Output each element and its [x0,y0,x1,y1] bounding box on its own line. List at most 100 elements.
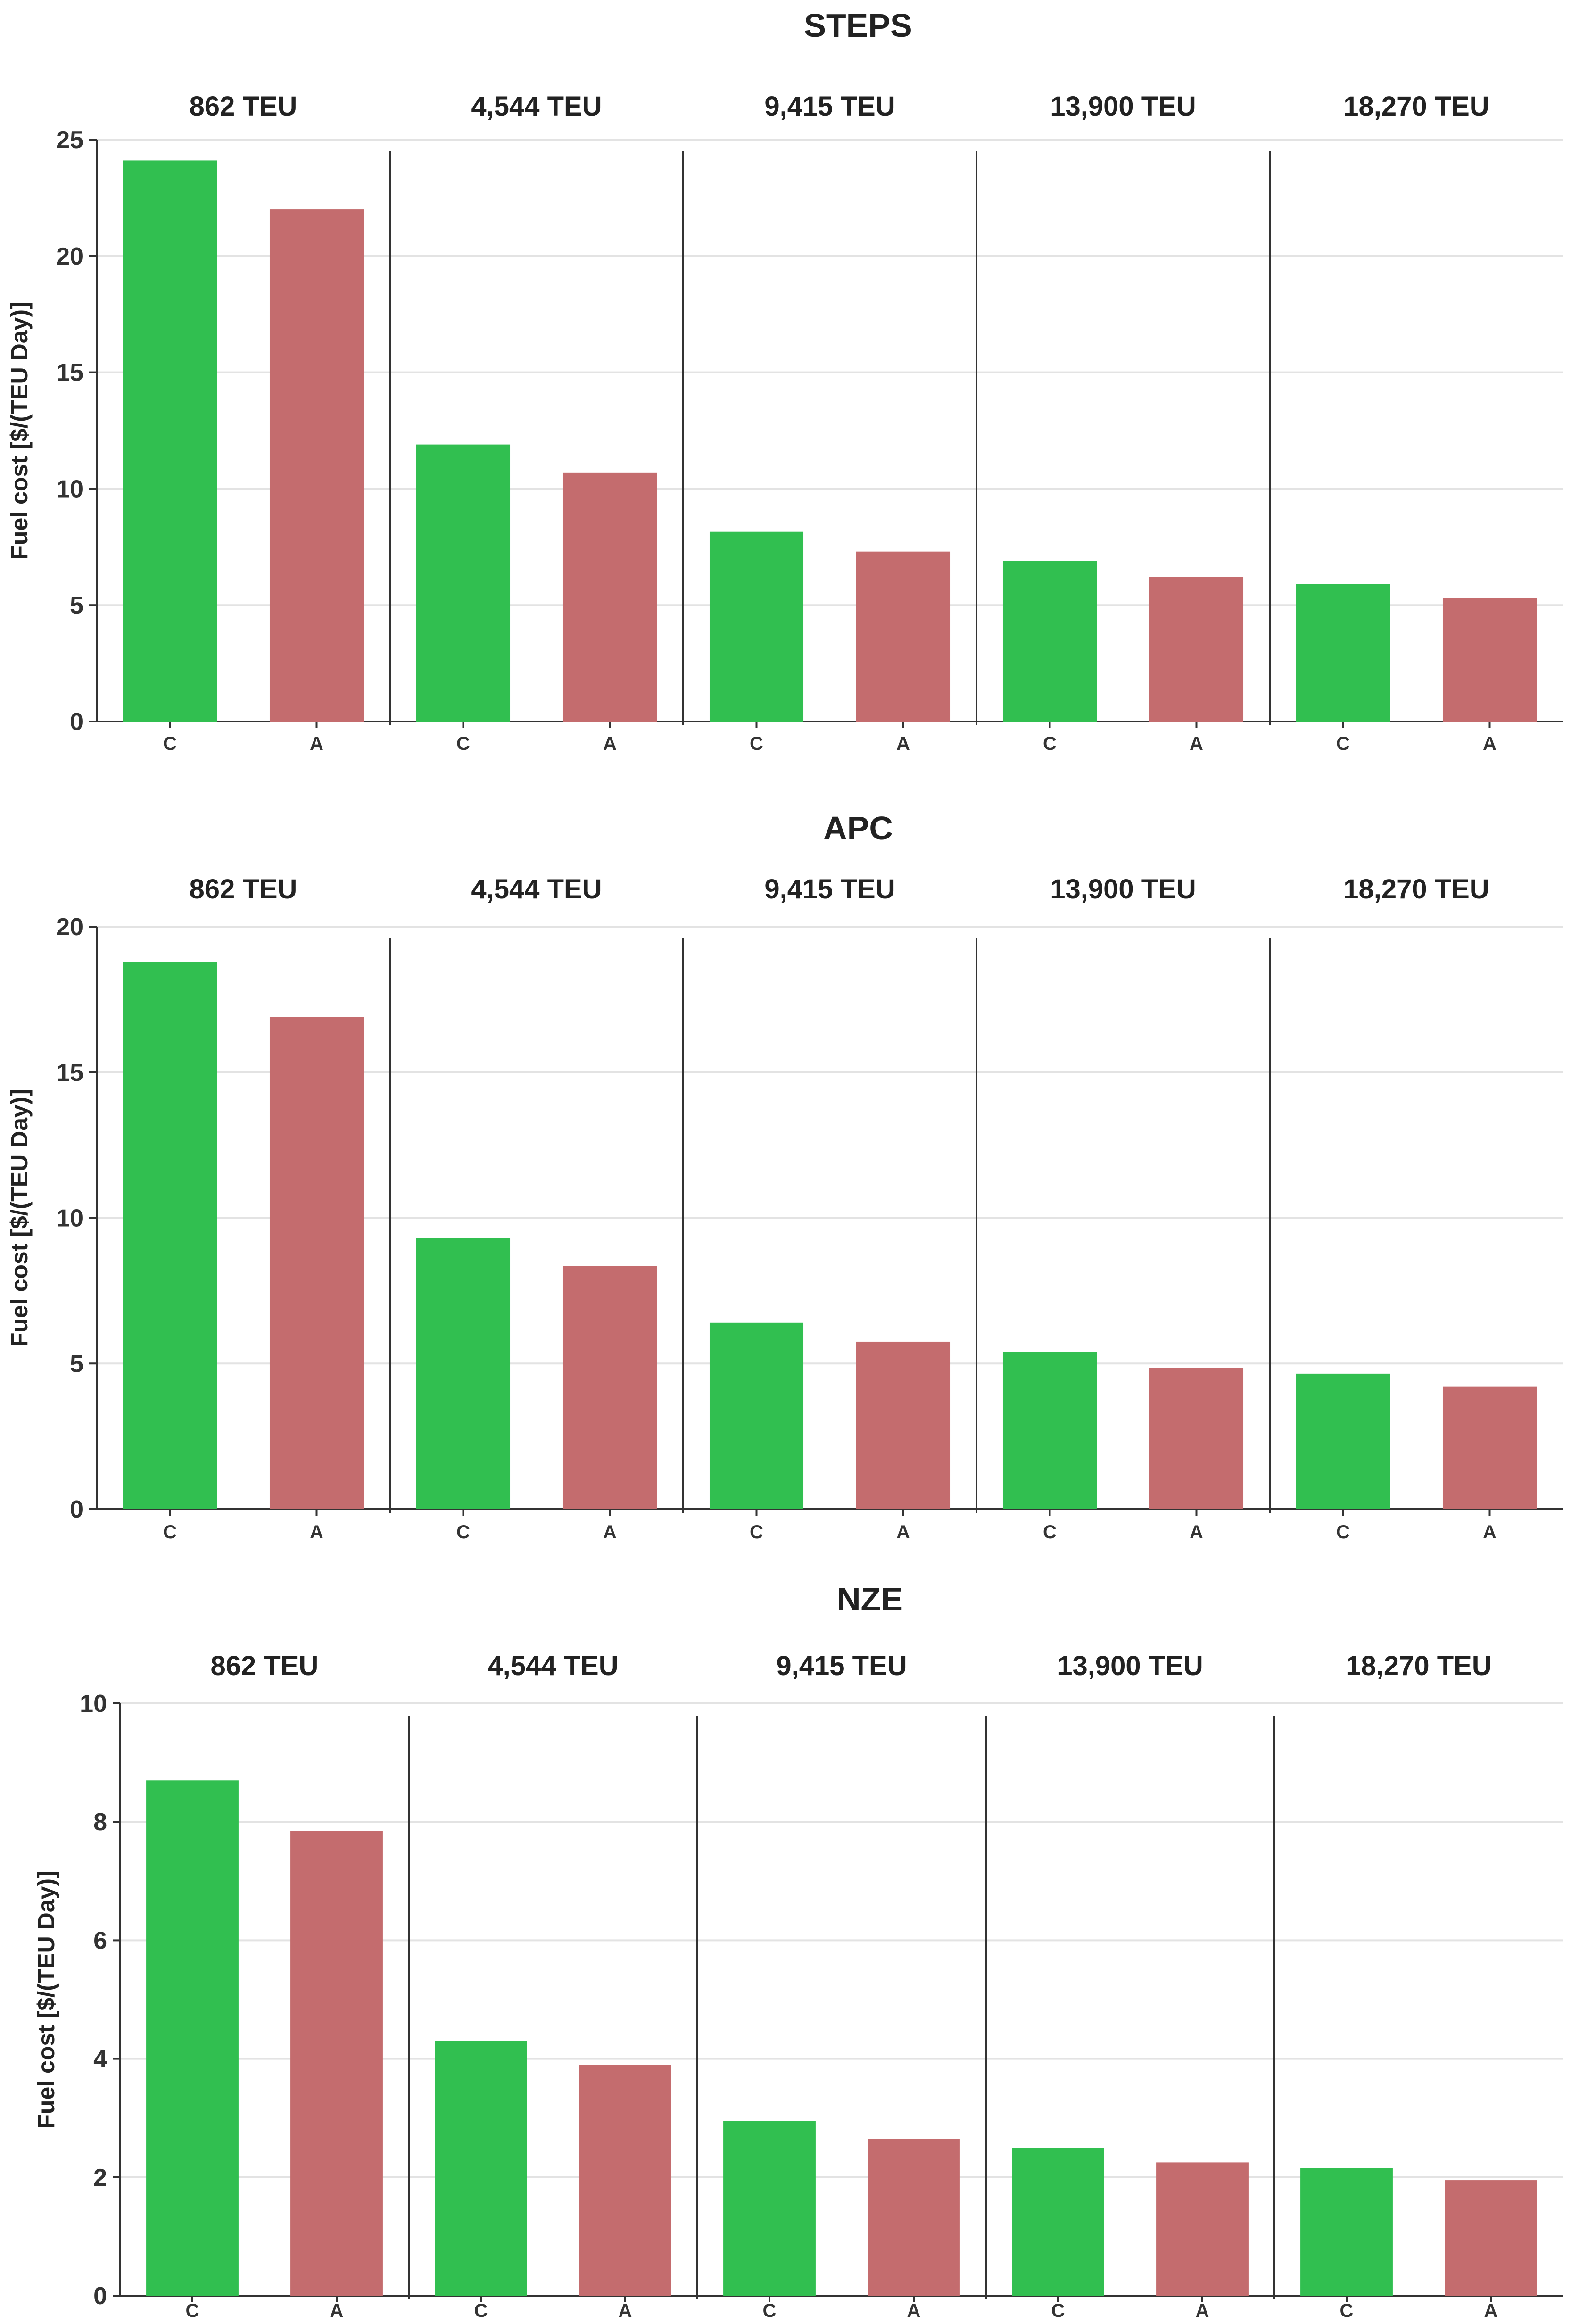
y-axis-label: Fuel cost [$/(TEU Day)] [33,1870,59,2128]
group-18270-teu: 18,270 TEU C A [1269,874,1537,1543]
bar-a [1149,1368,1244,1509]
group-9415-teu: 9,415 TEU C A [682,91,951,754]
group-13900-teu: 13,900 TEU C A [976,91,1244,754]
group-label: 862 TEU [190,91,298,122]
y-axis-label: Fuel cost [$/(TEU Day)] [6,301,33,559]
x-tick-label: A [896,1522,910,1543]
group-9415-teu: 9,415 TEU C A [696,1651,960,2321]
bar-c [1296,584,1390,722]
y-tick-label: 8 [93,1809,107,1836]
group-label: 9,415 TEU [764,91,895,122]
bar-a [1442,1386,1537,1509]
group-label: 18,270 TEU [1343,91,1489,122]
x-tick-label: A [330,2300,344,2321]
x-tick-label: A [603,1522,617,1543]
bar-c [1296,1373,1390,1509]
y-tick-label: 20 [56,913,83,941]
bar-a [1442,598,1537,722]
group-label: 13,900 TEU [1050,874,1196,905]
x-tick-label: C [456,733,470,754]
bar-c [709,1322,804,1509]
x-tick-label: C [1051,2300,1065,2321]
bar-a [562,1266,657,1509]
group-9415-teu: 9,415 TEU C A [682,874,951,1543]
bar-c [123,962,217,1509]
y-tick-label: 25 [56,126,83,154]
group-18270-teu: 18,270 TEU C A [1269,91,1537,754]
x-tick-label: A [310,1522,323,1543]
bar-a [579,2065,671,2296]
bar-c [416,1238,511,1509]
bar-a [1445,2180,1537,2296]
group-label: 18,270 TEU [1346,1651,1492,1681]
x-tick-label: A [907,2300,921,2321]
bar-a [269,1017,364,1509]
x-tick-label: A [1190,733,1203,754]
bar-a [290,1831,383,2296]
group-label: 862 TEU [190,874,298,905]
group-4544-teu: 4,544 TEU C A [408,1651,671,2321]
y-tick-label: 6 [93,1927,107,1954]
group-label: 4,544 TEU [471,874,602,905]
x-tick-label: C [1336,1522,1350,1543]
bar-c [1012,2148,1104,2296]
group-18270-teu: 18,270 TEU C A [1273,1651,1537,2321]
x-tick-label: A [619,2300,632,2321]
group-862-teu: 862 TEU C A [123,874,364,1543]
group-label: 13,900 TEU [1057,1651,1203,1681]
x-tick-label: C [1340,2300,1354,2321]
bar-c [723,2121,816,2296]
y-tick-label: 2 [93,2164,107,2191]
group-4544-teu: 4,544 TEU C A [389,874,657,1543]
x-tick-label: C [763,2300,777,2321]
y-tick-label: 15 [56,1059,83,1087]
y-tick-label: 10 [80,1690,107,1718]
bar-a [856,1341,951,1509]
bar-a [868,2139,960,2296]
x-tick-label: A [896,733,910,754]
x-tick-label: C [750,733,763,754]
x-tick-label: C [474,2300,488,2321]
bar-a [856,551,951,722]
x-tick-label: A [1190,1522,1203,1543]
group-13900-teu: 13,900 TEU C A [985,1651,1249,2321]
bar-c [416,444,511,722]
chart-panel-apc: APC 0 5 10 15 20 Fuel cost [$/(TEU Day)] 862 TE… [6,810,1563,1543]
chart-title: APC [823,810,893,847]
y-tick-label: 5 [70,592,83,619]
y-tick-label: 5 [70,1350,83,1378]
bar-a [269,209,364,722]
y-tick-label: 0 [93,2282,107,2310]
chart-panel-nze: NZE 0 2 4 6 8 10 Fuel cost [$/(TEU Day)] 862 TEU… [33,1581,1563,2321]
group-13900-teu: 13,900 TEU C A [976,874,1244,1543]
x-tick-label: C [1043,1522,1057,1543]
y-axis-label: Fuel cost [$/(TEU Day)] [6,1089,33,1347]
group-label: 862 TEU [211,1651,319,1681]
y-tick-label: 0 [70,708,83,736]
bar-a [1149,577,1244,722]
x-tick-label: A [1483,1522,1497,1543]
group-label: 18,270 TEU [1343,874,1489,905]
group-label: 4,544 TEU [488,1651,618,1681]
y-tick-label: 4 [93,2046,107,2073]
chart-title: NZE [837,1581,903,1618]
group-862-teu: 862 TEU C A [146,1651,383,2321]
group-4544-teu: 4,544 TEU C A [389,91,657,754]
bar-a [1156,2162,1249,2296]
x-tick-label: A [1483,733,1497,754]
bar-c [1002,561,1097,722]
x-tick-label: C [1336,733,1350,754]
y-tick-label: 10 [56,475,83,503]
group-862-teu: 862 TEU C A [123,91,364,754]
x-tick-label: A [310,733,323,754]
y-tick-label: 20 [56,243,83,270]
y-tick-label: 10 [56,1205,83,1232]
bar-c [435,2041,527,2296]
group-label: 4,544 TEU [471,91,602,122]
chart-title: STEPS [804,7,912,44]
bar-c [1300,2168,1393,2296]
chart-panel-steps: STEPS 0 5 10 15 20 25 Fuel cost [$/(TEU Day)] 86… [6,7,1563,754]
bar-c [146,1780,239,2296]
x-tick-label: C [1043,733,1057,754]
